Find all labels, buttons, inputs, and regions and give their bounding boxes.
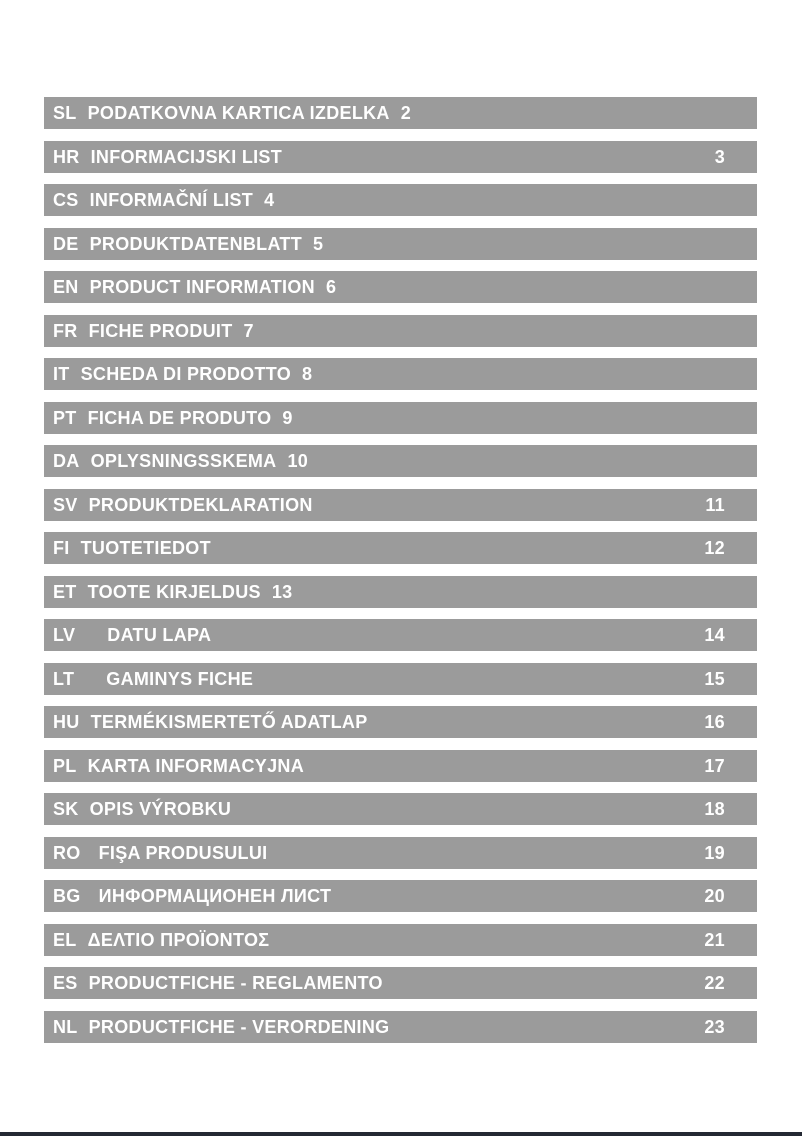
language-code: IT — [53, 364, 70, 384]
table-of-contents: SL PODATKOVNA KARTICA IZDELKA 2 HR INFOR… — [44, 97, 757, 1054]
page-number: 23 — [704, 1016, 725, 1037]
toc-row: CS INFORMAČNÍ LIST 4 — [44, 184, 757, 216]
language-code: ES — [53, 973, 78, 993]
page-number: 2 — [400, 103, 412, 123]
page-number: 8 — [302, 364, 313, 384]
page-number: 16 — [704, 712, 725, 732]
page-number: 6 — [325, 277, 337, 297]
toc-item-title: SCHEDA DI PRODOTTO — [80, 364, 292, 384]
page-number: 18 — [704, 799, 725, 819]
toc-row: BG ИНФОРМАЦИОНЕН ЛИСТ 20 — [44, 880, 757, 912]
language-code: NL — [53, 1016, 78, 1037]
toc-item-title: TUOTETIEDOT — [80, 538, 211, 558]
toc-item-title: TERMÉKISMERTETŐ ADATLAP — [90, 712, 368, 732]
toc-row: PT FICHA DE PRODUTO 9 — [44, 401, 757, 434]
toc-row: NL PRODUCTFICHE - VERORDENING 23 — [44, 1010, 757, 1043]
toc-row: ES PRODUCTFICHE - REGLAMENTO 22 — [44, 967, 757, 999]
language-code: LT — [53, 668, 75, 689]
language-code: SL — [53, 103, 77, 123]
language-code: RO — [53, 842, 81, 863]
page-number: 4 — [264, 190, 275, 210]
toc-item-title: GAMINYS FICHE — [106, 668, 254, 689]
page-number: 14 — [704, 625, 725, 645]
toc-item-title: ИНФОРМАЦИОНЕН ЛИСТ — [98, 886, 332, 906]
toc-row: DE PRODUKTDATENBLATT 5 — [44, 227, 757, 260]
toc-item-title: ΔΕΛΤΙΟ ΠΡΟΪΟΝΤΟΣ — [87, 929, 270, 950]
toc-item-title: PRODUKTDEKLARATION — [88, 494, 313, 515]
toc-row: IT SCHEDA DI PRODOTTO 8 — [44, 358, 757, 390]
language-code: HU — [53, 712, 80, 732]
page-number: 20 — [704, 886, 725, 906]
toc-row: SK OPIS VÝROBKU 18 — [44, 793, 757, 825]
toc-item-title: OPLYSNINGSSKEMA — [90, 451, 277, 471]
language-code: LV — [53, 625, 76, 645]
language-code: FR — [53, 320, 78, 341]
language-code: FI — [53, 538, 70, 558]
toc-row: FR FICHE PRODUIT 7 — [44, 314, 757, 347]
page-number: 22 — [704, 973, 725, 993]
language-code: DA — [53, 451, 80, 471]
language-code: DE — [53, 233, 79, 254]
language-code: ET — [53, 581, 77, 602]
page-number: 15 — [704, 668, 725, 689]
toc-item-title: PODATKOVNA KARTICA IZDELKA — [87, 103, 390, 123]
toc-item-title: FICHE PRODUIT — [88, 320, 233, 341]
page-number: 17 — [704, 755, 725, 776]
toc-row: DA OPLYSNINGSSKEMA 10 — [44, 445, 757, 477]
page-number: 11 — [705, 494, 725, 515]
language-code: BG — [53, 886, 81, 906]
toc-item-title: KARTA INFORMACYJNA — [87, 755, 304, 776]
toc-item-title: PRODUKTDATENBLATT — [89, 233, 303, 254]
language-code: EN — [53, 277, 79, 297]
page-number: 3 — [714, 146, 725, 167]
toc-item-title: FIŞA PRODUSULUI — [98, 842, 268, 863]
toc-row: SL PODATKOVNA KARTICA IZDELKA 2 — [44, 97, 757, 129]
toc-item-title: PRODUCTFICHE - VERORDENING — [88, 1016, 390, 1037]
language-code: SK — [53, 799, 79, 819]
toc-row: EN PRODUCT INFORMATION 6 — [44, 271, 757, 303]
page-number: 9 — [282, 407, 293, 428]
toc-item-title: INFORMAČNÍ LIST — [89, 190, 254, 210]
page-number: 10 — [287, 451, 309, 471]
toc-item-title: TOOTE KIRJELDUS — [87, 581, 261, 602]
language-code: PT — [53, 407, 77, 428]
language-code: EL — [53, 929, 77, 950]
toc-row: HU TERMÉKISMERTETŐ ADATLAP 16 — [44, 706, 757, 738]
toc-row: EL ΔΕΛΤΙΟ ΠΡΟΪΟΝΤΟΣ 21 — [44, 923, 757, 956]
toc-row: SV PRODUKTDEKLARATION 11 — [44, 488, 757, 521]
language-code: SV — [53, 494, 78, 515]
language-code: PL — [53, 755, 77, 776]
toc-item-title: PRODUCTFICHE - REGLAMENTO — [88, 973, 383, 993]
page-number: 13 — [271, 581, 293, 602]
toc-row: ET TOOTE KIRJELDUS 13 — [44, 575, 757, 608]
page-number: 12 — [704, 538, 725, 558]
footer-rule — [0, 1132, 802, 1136]
toc-row: FI TUOTETIEDOT 12 — [44, 532, 757, 564]
toc-row: PL KARTA INFORMACYJNA 17 — [44, 749, 757, 782]
page-number: 7 — [243, 320, 254, 341]
toc-row: LV DATU LAPA 14 — [44, 619, 757, 651]
page-number: 19 — [704, 842, 725, 863]
language-code: HR — [53, 146, 80, 167]
toc-item-title: DATU LAPA — [107, 625, 212, 645]
toc-item-title: INFORMACIJSKI LIST — [90, 146, 283, 167]
toc-row: LT GAMINYS FICHE 15 — [44, 662, 757, 695]
toc-item-title: PRODUCT INFORMATION — [89, 277, 315, 297]
language-code: CS — [53, 190, 79, 210]
toc-row: HR INFORMACIJSKI LIST 3 — [44, 140, 757, 173]
page-number: 5 — [313, 233, 324, 254]
toc-row: RO FIŞA PRODUSULUI 19 — [44, 836, 757, 869]
toc-item-title: FICHA DE PRODUTO — [87, 407, 272, 428]
toc-item-title: OPIS VÝROBKU — [89, 799, 232, 819]
page-number: 21 — [704, 929, 725, 950]
